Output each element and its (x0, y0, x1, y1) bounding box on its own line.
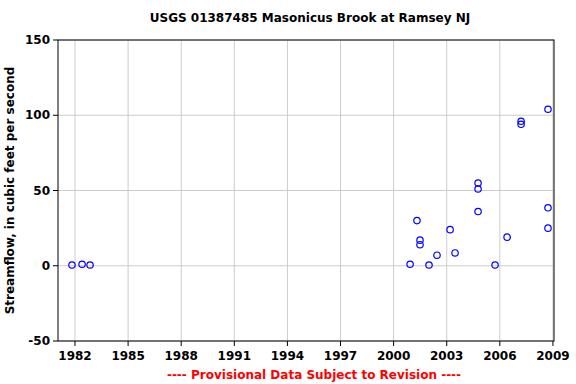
tick-label: 1994 (271, 349, 304, 363)
plot-frame (58, 40, 554, 341)
point (518, 121, 524, 127)
point (434, 252, 440, 258)
point (447, 226, 453, 232)
tick-mark (74, 341, 75, 346)
tick-label: -50 (28, 334, 50, 348)
tick-mark (128, 341, 129, 346)
point (426, 262, 432, 268)
tick-mark (393, 341, 394, 346)
grid-line (287, 40, 288, 341)
grid-line (128, 40, 129, 341)
tick-mark (552, 341, 553, 346)
point (87, 262, 93, 268)
tick-label: 2009 (536, 349, 569, 363)
grid-line (499, 40, 500, 341)
grid-line (552, 40, 553, 341)
point (504, 234, 510, 240)
point (545, 106, 551, 112)
axis-label: Streamflow, in cubic feet per second (3, 67, 17, 315)
tick-label: 1985 (111, 349, 144, 363)
tick-label: 1982 (58, 349, 91, 363)
point (475, 208, 481, 214)
tick-label: 1988 (165, 349, 198, 363)
title: USGS 01387485 Masonicus Brook at Ramsey … (150, 11, 470, 25)
point (407, 261, 413, 267)
grid-line (340, 40, 341, 341)
grid-line (234, 40, 235, 341)
tick-label: 150 (25, 33, 50, 47)
point (452, 250, 458, 256)
tick-label: 1991 (218, 349, 251, 363)
point (414, 217, 420, 223)
grid-line (58, 265, 554, 266)
tick-mark (53, 115, 58, 116)
tick-label: 2000 (377, 349, 410, 363)
tick-mark (53, 265, 58, 266)
tick-label: 1997 (324, 349, 357, 363)
point (545, 205, 551, 211)
tick-mark (234, 341, 235, 346)
tick-mark (499, 341, 500, 346)
point (69, 262, 75, 268)
tick-mark (53, 40, 58, 41)
grid-line (446, 40, 447, 341)
tick-mark (181, 341, 182, 346)
tick-mark (287, 341, 288, 346)
points (69, 106, 551, 268)
tick-mark (53, 190, 58, 191)
annotation: ---- Provisional Data Subject to Revisio… (167, 368, 461, 382)
tick-mark (53, 341, 58, 342)
tick-mark (340, 341, 341, 346)
chart: -50 0 50 100 150 1982 1985 1988 1991 1994 1997 2000… (0, 0, 576, 384)
point (492, 262, 498, 268)
tick-mark (446, 341, 447, 346)
tick-label: 50 (33, 184, 50, 198)
grid-line (74, 40, 75, 341)
grid-line (58, 190, 554, 191)
tick-label: 2003 (430, 349, 463, 363)
grid-line (393, 40, 394, 341)
tick-label: 100 (25, 108, 50, 122)
point (417, 241, 423, 247)
tick-label: 2006 (483, 349, 516, 363)
point (475, 186, 481, 192)
point (79, 261, 85, 267)
tick-label: 0 (42, 259, 50, 273)
grid-line (181, 40, 182, 341)
grid-line (58, 115, 554, 116)
point (545, 225, 551, 231)
